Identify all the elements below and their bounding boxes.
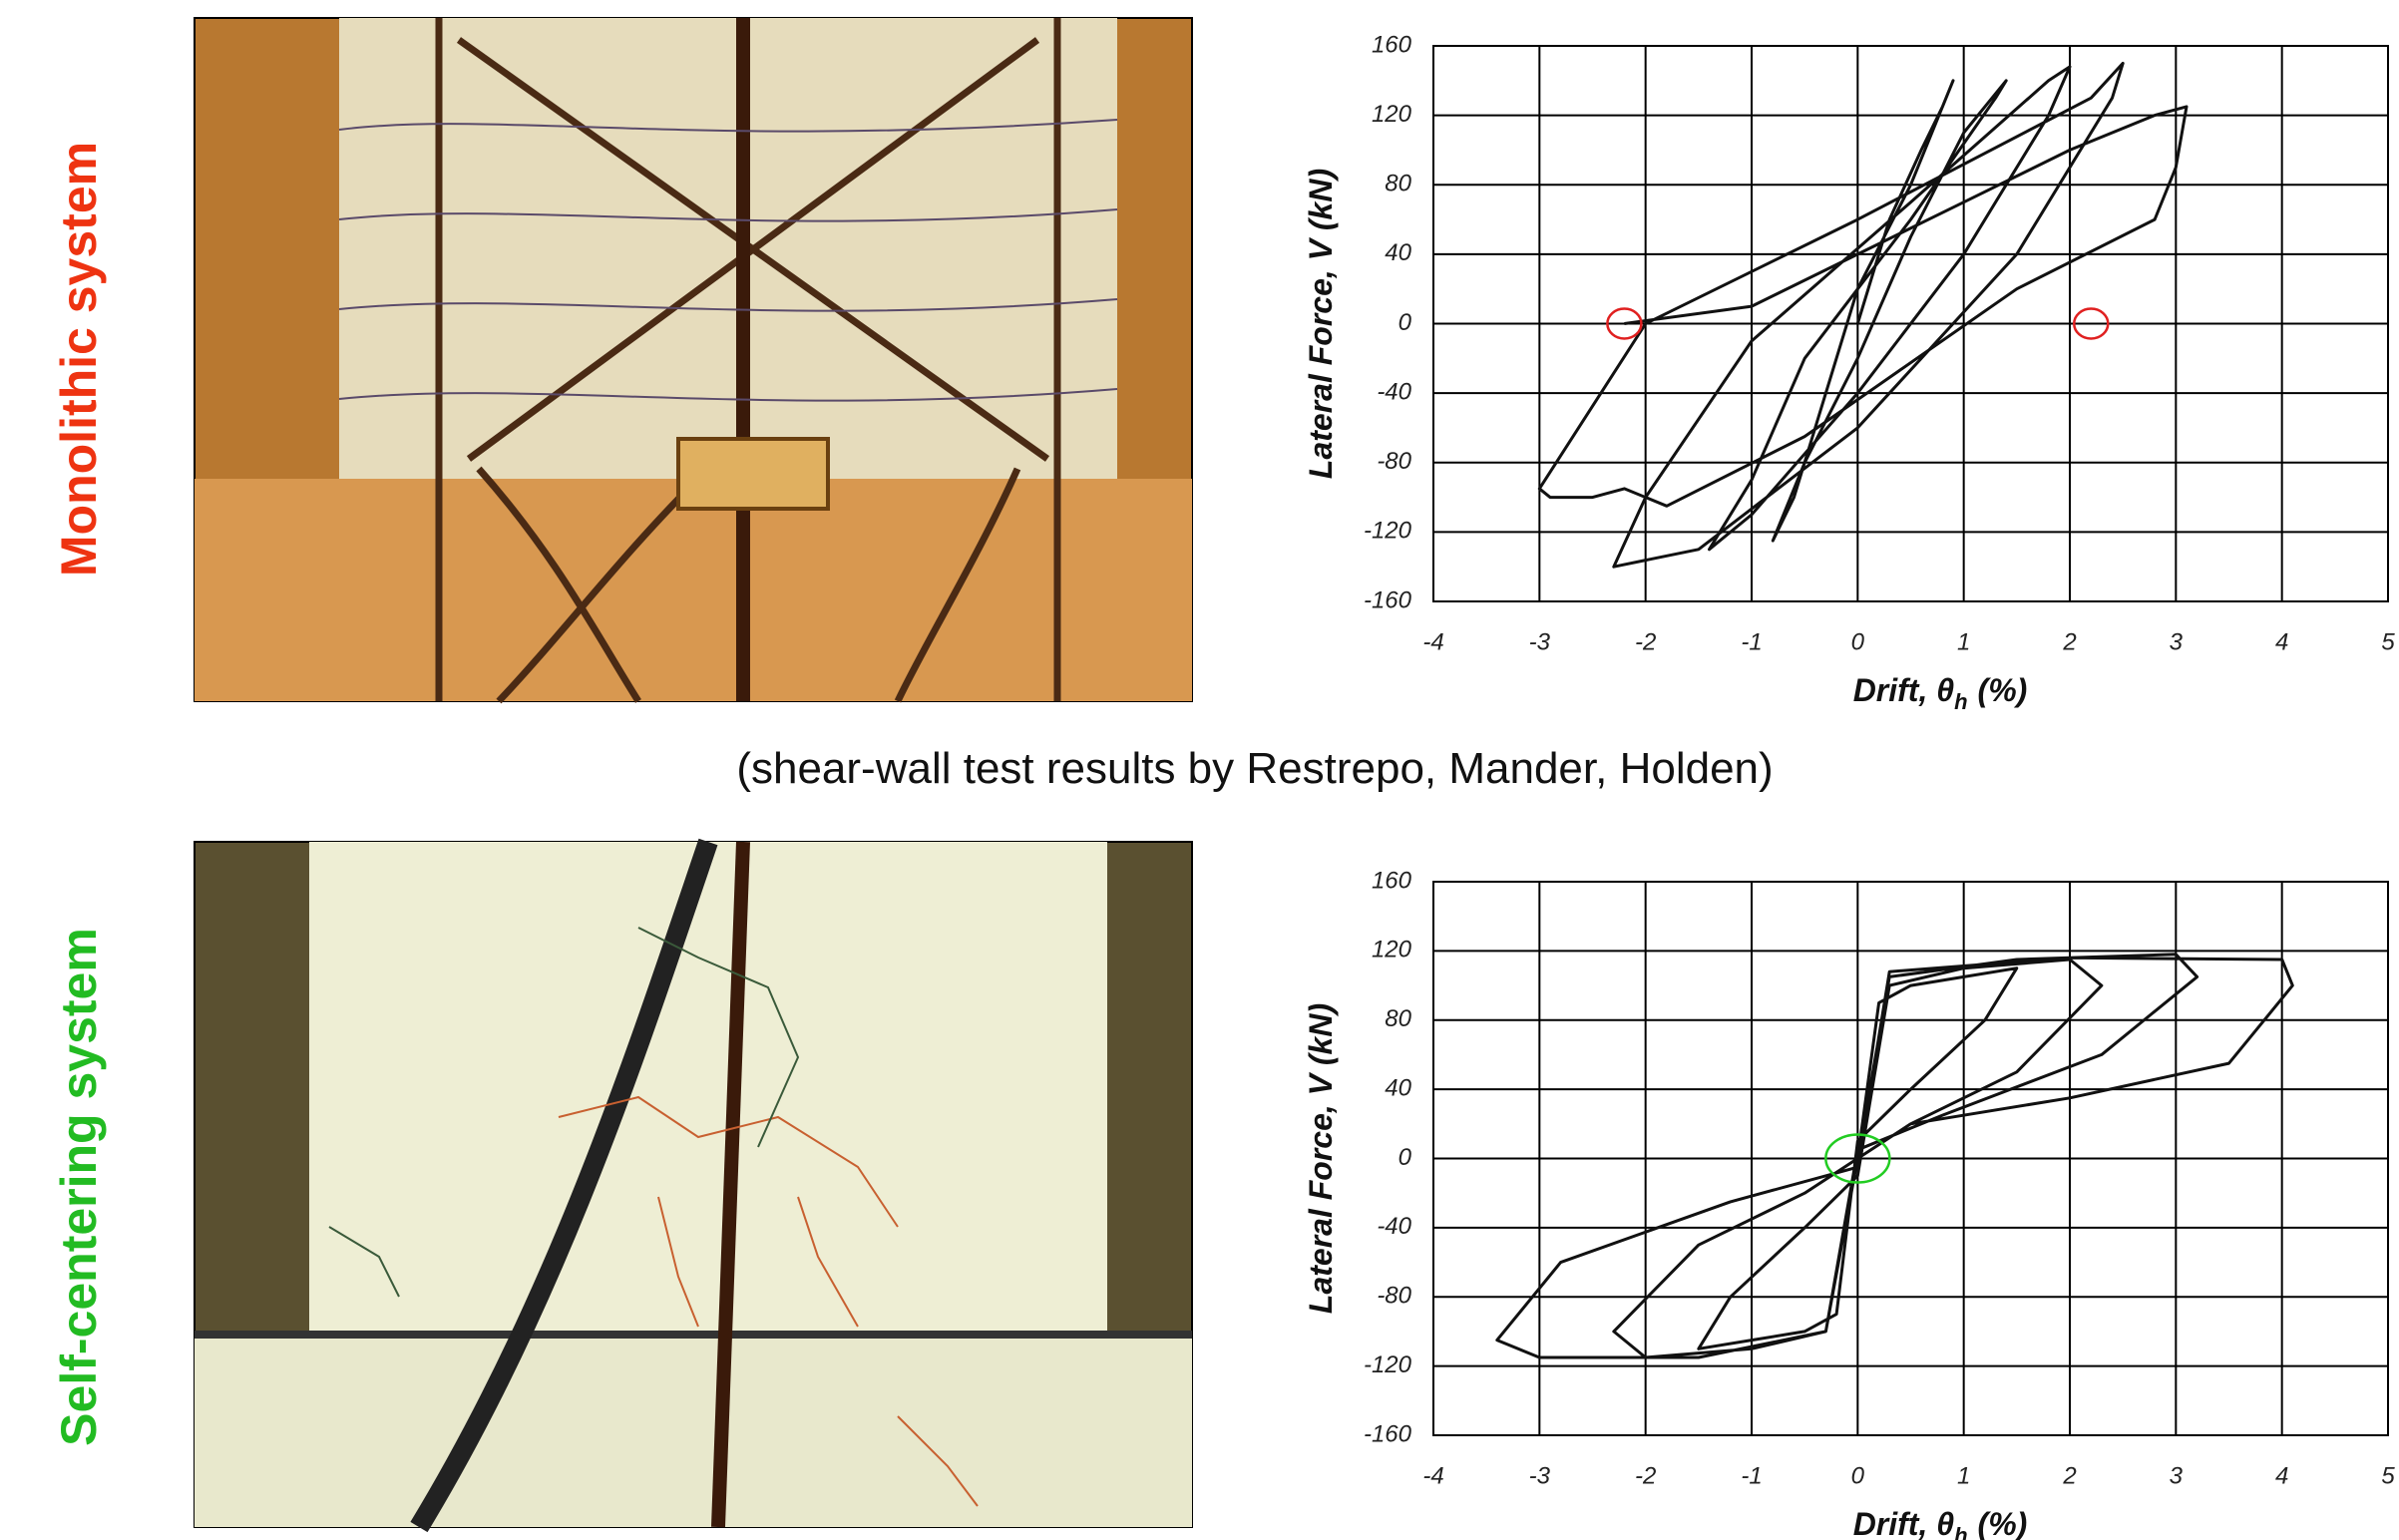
x-tick-label: -1 bbox=[1741, 1462, 1762, 1489]
y-tick-label: 0 bbox=[1399, 1144, 1412, 1171]
caption: (shear-wall test results by Restrepo, Ma… bbox=[736, 744, 1773, 793]
x-tick-label: 2 bbox=[2062, 628, 2076, 655]
y-tick-label: 120 bbox=[1372, 937, 1412, 963]
photo-self-centering bbox=[194, 838, 1193, 1533]
x-tick-label: -2 bbox=[1635, 628, 1656, 655]
y-tick-label: -120 bbox=[1364, 518, 1412, 545]
x-tick-label: -3 bbox=[1529, 628, 1551, 655]
x-tick-label: 2 bbox=[2062, 1462, 2076, 1489]
x-tick-label: 0 bbox=[1851, 628, 1865, 655]
x-axis-label-text: Drift, θ bbox=[1853, 1506, 1955, 1540]
x-axis-label-sub: h bbox=[1954, 1523, 1967, 1540]
photo-monolithic bbox=[194, 17, 1193, 704]
plot-frame bbox=[1432, 881, 2389, 1436]
plot-frame bbox=[1432, 45, 2389, 602]
y-tick-label: -160 bbox=[1364, 1420, 1412, 1447]
marker-circle bbox=[1824, 1133, 1891, 1184]
y-tick-label: 160 bbox=[1372, 867, 1412, 894]
hysteresis-line bbox=[1537, 61, 2189, 569]
x-tick-label: 5 bbox=[2381, 1462, 2395, 1489]
marker-circle bbox=[2073, 307, 2110, 340]
x-tick-label: -2 bbox=[1635, 1462, 1656, 1489]
y-tick-label: 0 bbox=[1399, 309, 1412, 336]
y-tick-label: -80 bbox=[1377, 448, 1411, 475]
x-tick-label: 3 bbox=[2170, 628, 2184, 655]
x-axis-label-unit: (%) bbox=[1978, 1506, 2028, 1540]
y-tick-label: -160 bbox=[1364, 586, 1412, 613]
y-tick-label: -120 bbox=[1364, 1351, 1412, 1378]
x-tick-label: -3 bbox=[1529, 1462, 1551, 1489]
x-tick-label: 1 bbox=[1957, 1462, 1970, 1489]
y-tick-label: 40 bbox=[1385, 239, 1411, 266]
x-axis-label-sub: h bbox=[1954, 689, 1967, 714]
y-tick-label: -40 bbox=[1377, 378, 1411, 405]
bottom-label: Self-centering system bbox=[51, 928, 107, 1446]
x-tick-label: 4 bbox=[2275, 1462, 2288, 1489]
x-tick-label: -4 bbox=[1422, 628, 1443, 655]
marker-circle bbox=[1606, 307, 1643, 340]
x-tick-label: -1 bbox=[1741, 628, 1762, 655]
top-label: Monolithic system bbox=[51, 142, 107, 577]
x-tick-label: 5 bbox=[2381, 628, 2395, 655]
y-tick-label: -40 bbox=[1377, 1213, 1411, 1240]
y-tick-label: 160 bbox=[1372, 31, 1412, 58]
x-tick-label: 3 bbox=[2170, 1462, 2184, 1489]
x-axis-label: Drift, θh (%) bbox=[1853, 672, 2028, 714]
x-tick-label: -4 bbox=[1422, 1462, 1443, 1489]
x-axis-label: Drift, θh (%) bbox=[1853, 1506, 2028, 1540]
y-tick-label: 120 bbox=[1372, 101, 1412, 128]
y-axis-label: Lateral Force, V (kN) bbox=[1303, 1003, 1339, 1314]
hysteresis-line bbox=[1495, 953, 2294, 1359]
x-axis-label-text: Drift, θ bbox=[1853, 672, 1955, 708]
y-tick-label: 80 bbox=[1385, 171, 1411, 197]
x-tick-label: 1 bbox=[1957, 628, 1970, 655]
y-tick-label: 40 bbox=[1385, 1074, 1411, 1101]
y-axis-label: Lateral Force, V (kN) bbox=[1303, 169, 1339, 479]
x-axis-label-unit: (%) bbox=[1978, 672, 2028, 708]
y-tick-label: 80 bbox=[1385, 1005, 1411, 1032]
y-tick-label: -80 bbox=[1377, 1283, 1411, 1310]
x-tick-label: 0 bbox=[1851, 1462, 1865, 1489]
x-tick-label: 4 bbox=[2275, 628, 2288, 655]
